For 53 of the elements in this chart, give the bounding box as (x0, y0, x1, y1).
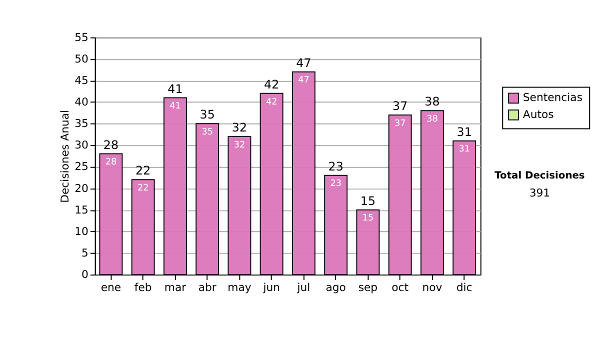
data-label: 38 (426, 114, 438, 125)
legend-label: Sentencias (522, 91, 583, 104)
x-tick-label: ene (100, 280, 122, 294)
total-label: 23 (328, 159, 344, 174)
data-label: 47 (298, 76, 310, 86)
x-tick-label: nov (422, 280, 443, 294)
total-label: 32 (232, 120, 248, 135)
x-tick-label: dic (456, 280, 472, 294)
data-label: 42 (266, 97, 278, 108)
y-tick-label: 40 (74, 95, 89, 108)
total-label: 35 (200, 108, 215, 122)
y-tick-label: 0 (82, 268, 89, 282)
x-tick-label: jun (262, 280, 280, 294)
x-tick-label: jul (296, 280, 310, 294)
text: 391 (529, 186, 550, 200)
data-label: 23 (330, 179, 342, 190)
y-tick-label: 55 (74, 30, 88, 44)
y-tick-label: 35 (74, 117, 88, 130)
y-tick-label: 15 (74, 203, 88, 216)
y-axis-title: Decisiones Anual (58, 110, 72, 203)
data-label: 28 (105, 158, 117, 168)
total-label: 28 (103, 138, 118, 152)
data-label: 15 (362, 214, 374, 224)
x-tick-label: may (228, 280, 252, 294)
total-label: 31 (456, 124, 472, 139)
y-tick-label: 50 (74, 52, 89, 66)
y-tick-label: 25 (74, 160, 88, 174)
data-label: 32 (234, 140, 246, 150)
x-tick-label: oct (392, 280, 409, 294)
y-tick-label: 20 (74, 182, 89, 195)
data-label: 35 (202, 127, 213, 138)
y-tick-label: 45 (74, 74, 88, 87)
x-tick-label: ago (326, 280, 346, 294)
total-label: 42 (264, 77, 280, 92)
data-label: 31 (458, 144, 470, 155)
x-tick-label: feb (134, 280, 152, 294)
legend-label: Autos (522, 108, 554, 121)
data-label: 22 (137, 184, 149, 194)
y-tick-label: 5 (82, 246, 88, 260)
total-label: 37 (392, 99, 408, 114)
x-tick-label: abr (198, 280, 217, 294)
y-tick-label: 30 (74, 138, 89, 152)
total-label: 38 (424, 94, 440, 109)
text: Total Decisiones (494, 170, 585, 182)
total-label: 22 (136, 164, 151, 178)
x-tick-label: mar (164, 280, 187, 294)
y-tick-label: 10 (74, 224, 89, 238)
total-label: 15 (360, 194, 376, 208)
total-label: 41 (168, 82, 183, 96)
x-tick-label: sep (358, 280, 378, 294)
data-label: 41 (170, 102, 181, 112)
data-label: 37 (394, 118, 406, 129)
total-label: 47 (296, 56, 312, 70)
